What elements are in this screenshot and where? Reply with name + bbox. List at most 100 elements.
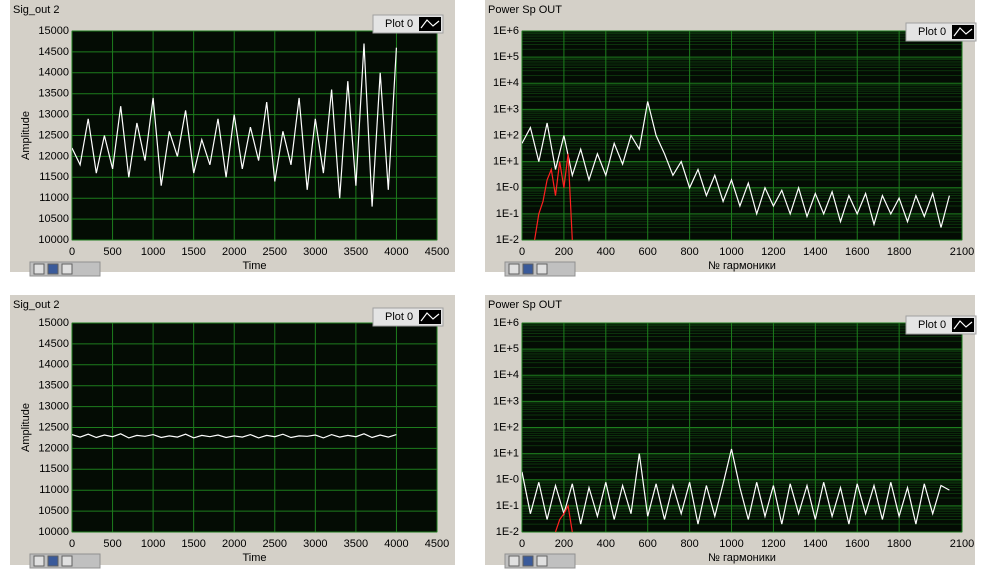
- legend-line: [420, 19, 440, 29]
- toolbar-icon: [508, 263, 520, 275]
- x-tick-label: 800: [680, 246, 698, 258]
- x-tick-label: 1600: [845, 538, 869, 550]
- x-tick-label: 1500: [181, 538, 205, 550]
- y-tick-label: 10000: [38, 526, 69, 538]
- x-tick-label: 600: [639, 538, 657, 550]
- chart-title: Power Sp OUT: [488, 4, 562, 16]
- chart-title: Sig_out 2: [13, 299, 59, 311]
- x-axis-label: № гармоники: [708, 260, 776, 272]
- y-tick-label: 1E+1: [493, 448, 519, 460]
- y-tick-label: 1E-1: [496, 500, 519, 512]
- x-tick-label: 1600: [845, 246, 869, 258]
- legend-label: Plot 0: [385, 18, 413, 30]
- toolbar-icon: [61, 555, 73, 567]
- x-axis-label: Time: [242, 260, 266, 272]
- x-tick-label: 1000: [141, 246, 165, 258]
- x-tick-label: 2000: [222, 246, 246, 258]
- y-tick-label: 1E+6: [493, 317, 519, 329]
- legend-swatch: [419, 17, 441, 31]
- y-tick-label: 1E+6: [493, 25, 519, 37]
- legend-swatch: [952, 318, 974, 332]
- x-tick-label: 4500: [425, 538, 449, 550]
- toolbar-icon: [522, 263, 534, 275]
- y-tick-label: 12000: [38, 442, 69, 454]
- y-tick-label: 11500: [39, 463, 69, 475]
- toolbar-icon: [33, 555, 45, 567]
- y-tick-label: 15000: [38, 317, 69, 329]
- legend-label: Plot 0: [385, 311, 413, 323]
- toolbar-icon: [508, 555, 520, 567]
- x-tick-label: 200: [555, 246, 573, 258]
- legend-swatch: [952, 25, 974, 39]
- y-tick-label: 1E+3: [493, 395, 519, 407]
- y-tick-label: 14500: [38, 46, 69, 58]
- y-tick-label: 15000: [38, 25, 69, 37]
- x-tick-label: 1000: [719, 246, 743, 258]
- toolbar-icon: [536, 555, 548, 567]
- x-tick-label: 1000: [141, 538, 165, 550]
- y-tick-label: 1E+4: [493, 77, 519, 89]
- x-tick-label: 600: [639, 246, 657, 258]
- x-tick-label: 0: [519, 246, 525, 258]
- toolbar-icon: [536, 263, 548, 275]
- series-line: [522, 101, 950, 228]
- y-tick-label: 10500: [38, 505, 69, 517]
- y-tick-label: 13500: [38, 88, 69, 100]
- y-tick-label: 1E-0: [496, 182, 519, 194]
- series-line: [554, 504, 573, 532]
- y-tick-label: 1E+5: [493, 343, 519, 355]
- x-tick-label: 2100: [950, 246, 974, 258]
- x-tick-label: 4000: [384, 246, 408, 258]
- y-tick-label: 11000: [39, 192, 69, 204]
- y-tick-label: 1E+3: [493, 103, 519, 115]
- series-line: [72, 43, 397, 207]
- series-line: [522, 448, 950, 525]
- y-tick-label: 11000: [39, 484, 69, 496]
- x-tick-label: 500: [103, 246, 121, 258]
- legend-label: Plot 0: [918, 319, 946, 331]
- series-line: [534, 153, 573, 240]
- y-tick-label: 1E+5: [493, 51, 519, 63]
- series-line: [72, 433, 397, 439]
- x-tick-label: 1200: [761, 538, 785, 550]
- legend-line: [953, 320, 973, 330]
- legend-label: Plot 0: [918, 26, 946, 38]
- x-tick-label: 4500: [425, 246, 449, 258]
- y-tick-label: 13000: [38, 401, 69, 413]
- y-tick-label: 1E-1: [496, 208, 519, 220]
- x-tick-label: 1400: [803, 538, 827, 550]
- y-tick-label: 12500: [38, 129, 69, 141]
- x-tick-label: 400: [597, 538, 615, 550]
- legend-line: [420, 312, 440, 322]
- x-tick-label: 1400: [803, 246, 827, 258]
- legend-line: [953, 27, 973, 37]
- y-tick-label: 14500: [38, 338, 69, 350]
- x-tick-label: 200: [555, 538, 573, 550]
- chart-title: Power Sp OUT: [488, 299, 562, 311]
- x-tick-label: 4000: [384, 538, 408, 550]
- x-tick-label: 400: [597, 246, 615, 258]
- y-tick-label: 1E+4: [493, 369, 519, 381]
- y-tick-label: 14000: [38, 67, 69, 79]
- toolbar-icon: [61, 263, 73, 275]
- x-tick-label: 1000: [719, 538, 743, 550]
- x-tick-label: 800: [680, 538, 698, 550]
- x-tick-label: 500: [103, 538, 121, 550]
- x-tick-label: 3500: [344, 538, 368, 550]
- y-tick-label: 1E+2: [493, 129, 519, 141]
- x-tick-label: 3000: [303, 538, 327, 550]
- y-tick-label: 1E+2: [493, 421, 519, 433]
- toolbar-icon: [47, 555, 59, 567]
- toolbar-icon: [33, 263, 45, 275]
- toolbar-icon: [47, 263, 59, 275]
- x-tick-label: 0: [69, 246, 75, 258]
- y-tick-label: 11500: [39, 171, 69, 183]
- x-tick-label: 0: [519, 538, 525, 550]
- y-tick-label: 1E-2: [496, 526, 519, 538]
- y-tick-label: 12000: [38, 150, 69, 162]
- y-tick-label: 13500: [38, 380, 69, 392]
- legend-swatch: [419, 310, 441, 324]
- toolbar-icon: [522, 555, 534, 567]
- x-tick-label: 2500: [263, 538, 287, 550]
